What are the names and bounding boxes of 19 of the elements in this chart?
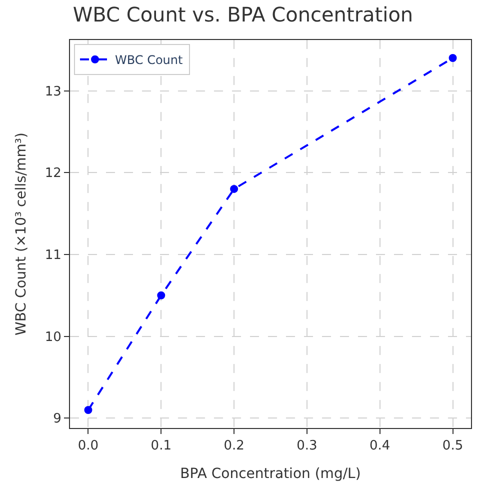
x-tick-label: 0.3 [296,438,318,454]
y-tick-label: 13 [44,84,62,100]
y-axis-title: WBC Count (×10³ cells/mm³) [13,132,30,336]
x-tick-label: 0.5 [442,438,464,454]
point [157,291,166,300]
y-tick-label: 11 [44,248,62,264]
x-axis-title: BPA Concentration (mg/L) [180,466,361,482]
point [448,54,457,62]
y-tick-label: 12 [44,166,62,182]
legend-label: WBC Count [115,53,184,68]
x-tick-label: 0.0 [78,438,99,454]
chart-title: WBC Count vs. BPA Concentration [72,2,414,26]
x-tick-label: 0.4 [370,438,390,454]
y-tick-label: 10 [44,330,62,345]
x-tick-label: 0.2 [224,438,244,454]
y-tick-label: 9 [53,412,62,427]
point [230,184,238,193]
point [84,406,92,414]
x-tick-label: 0.1 [150,438,172,454]
